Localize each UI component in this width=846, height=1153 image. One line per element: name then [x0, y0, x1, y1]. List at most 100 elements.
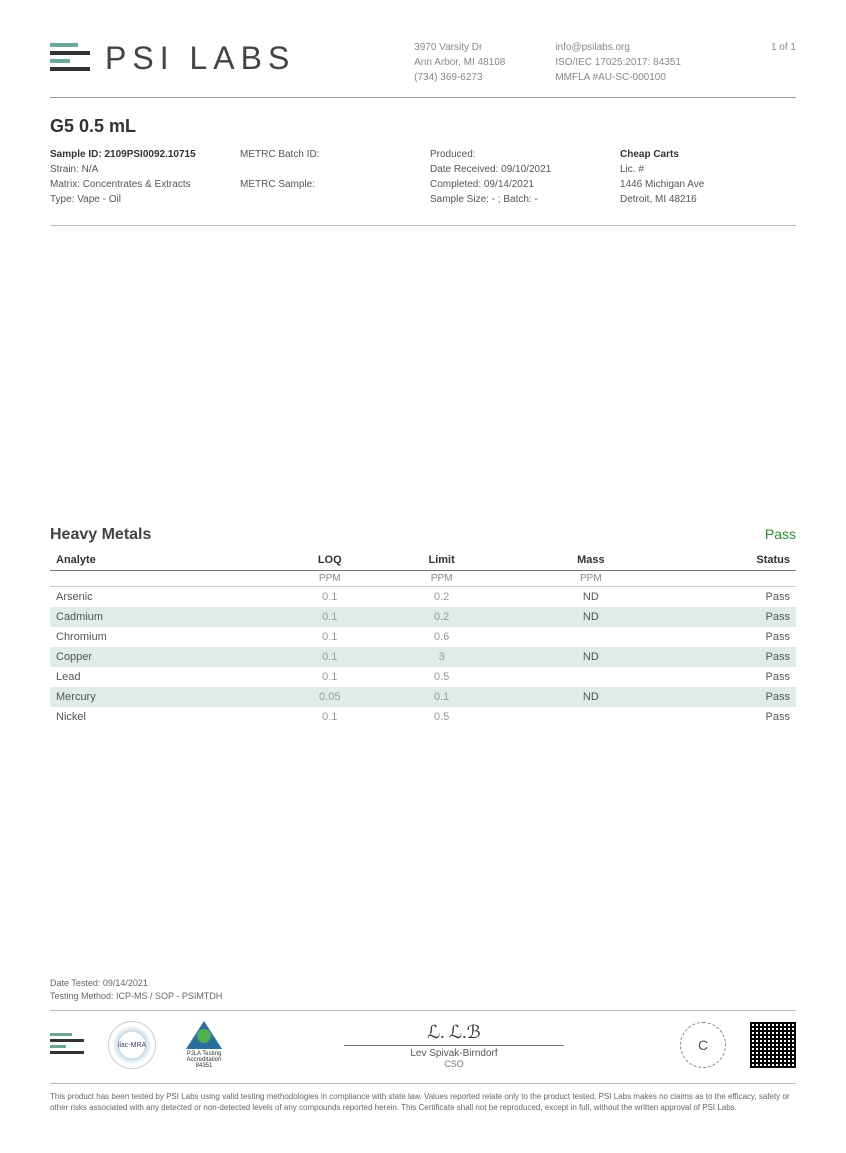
cell-loq: 0.1: [274, 587, 386, 608]
cell-status: Pass: [684, 607, 796, 627]
table-row: Cadmium0.10.2NDPass: [50, 607, 796, 627]
unit-loq: PPM: [274, 571, 386, 587]
cell-mass: [498, 667, 685, 687]
cell-analyte: Copper: [50, 647, 274, 667]
client-addr: 1446 Michigan Ave: [620, 177, 770, 192]
th-loq: LOQ: [274, 550, 386, 571]
table-row: Copper0.13NDPass: [50, 647, 796, 667]
disclaimer: This product has been tested by PSI Labs…: [50, 1092, 796, 1113]
cell-mass: ND: [498, 687, 685, 707]
cell-mass: ND: [498, 647, 685, 667]
matrix: Matrix: Concentrates & Extracts: [50, 177, 200, 192]
signature-icon: ℒ. ℒ.ℬ: [252, 1022, 656, 1043]
meta-col-1: Sample ID: 2109PSI0092.10715 Strain: N/A…: [50, 147, 200, 207]
th-status: Status: [684, 550, 796, 571]
contact-iso: ISO/IEC 17025:2017: 84351: [555, 55, 681, 70]
sample-id: Sample ID: 2109PSI0092.10715: [50, 147, 200, 162]
th-limit: Limit: [386, 550, 498, 571]
cell-mass: ND: [498, 607, 685, 627]
cell-limit: 0.6: [386, 627, 498, 647]
testing-method: Testing Method: ICP-MS / SOP - PSIMTDH: [50, 990, 796, 1003]
cell-limit: 0.2: [386, 587, 498, 608]
table-row: Nickel0.10.5 Pass: [50, 707, 796, 727]
cell-loq: 0.1: [274, 607, 386, 627]
signature-block: ℒ. ℒ.ℬ Lev Spivak-Birndorf CSO: [252, 1022, 656, 1069]
qr-code-icon: [750, 1022, 796, 1068]
addr-line1: 3970 Varsity Dr: [414, 40, 505, 55]
strain: Strain: N/A: [50, 162, 200, 177]
th-mass: Mass: [498, 550, 685, 571]
ilac-badge-icon: ilac-MRA: [108, 1021, 156, 1069]
table-row: Mercury0.050.1NDPass: [50, 687, 796, 707]
cell-analyte: Mercury: [50, 687, 274, 707]
table-row: Lead0.10.5 Pass: [50, 667, 796, 687]
addr-line3: (734) 369-6273: [414, 70, 505, 85]
logo-text: PSI LABS: [105, 40, 295, 77]
cell-loq: 0.05: [274, 687, 386, 707]
cell-analyte: Chromium: [50, 627, 274, 647]
pjla-badge-icon: PJLA Testing Accreditation 84351: [180, 1021, 228, 1069]
section-title: Heavy Metals: [50, 526, 151, 544]
addr-line2: Ann Arbor, MI 48108: [414, 55, 505, 70]
results-table: Analyte LOQ Limit Mass Status PPM PPM PP…: [50, 550, 796, 727]
cell-limit: 0.1: [386, 687, 498, 707]
table-body: Arsenic0.10.2NDPassCadmium0.10.2NDPassCh…: [50, 587, 796, 728]
cell-mass: [498, 707, 685, 727]
date-tested: Date Tested: 09/14/2021: [50, 977, 796, 990]
client-name: Cheap Carts: [620, 147, 770, 162]
meta-col-2: METRC Batch ID: METRC Sample:: [240, 147, 390, 207]
unit-mass: PPM: [498, 571, 685, 587]
meta-col-4: Cheap Carts Lic. # 1446 Michigan Ave Det…: [620, 147, 770, 207]
sig-role: CSO: [344, 1059, 564, 1069]
sample-size: Sample Size: - ; Batch: -: [430, 192, 580, 207]
cell-limit: 3: [386, 647, 498, 667]
cell-limit: 0.5: [386, 707, 498, 727]
cell-analyte: Cadmium: [50, 607, 274, 627]
cell-limit: 0.5: [386, 667, 498, 687]
cell-mass: [498, 627, 685, 647]
cell-analyte: Arsenic: [50, 587, 274, 608]
cell-loq: 0.1: [274, 707, 386, 727]
produced: Produced:: [430, 147, 580, 162]
address-column: 3970 Varsity Dr Ann Arbor, MI 48108 (734…: [414, 40, 505, 85]
cell-limit: 0.2: [386, 607, 498, 627]
contact-mmfla: MMFLA #AU-SC-000100: [555, 70, 681, 85]
cell-loq: 0.1: [274, 667, 386, 687]
table-row: Chromium0.10.6Pass: [50, 627, 796, 647]
cell-status: Pass: [684, 707, 796, 727]
footer-bar: ilac-MRA PJLA Testing Accreditation 8435…: [50, 1010, 796, 1084]
mini-logo-icon: [50, 1033, 84, 1057]
contact-column: info@psilabs.org ISO/IEC 17025:2017: 843…: [555, 40, 681, 85]
section-result: Pass: [765, 526, 796, 542]
client-city: Detroit, MI 48216: [620, 192, 770, 207]
logo-bars-icon: [50, 43, 90, 75]
cell-status: Pass: [684, 667, 796, 687]
contact-email: info@psilabs.org: [555, 40, 681, 55]
unit-limit: PPM: [386, 571, 498, 587]
cell-status: Pass: [684, 587, 796, 608]
cell-status: Pass: [684, 647, 796, 667]
header: PSI LABS 3970 Varsity Dr Ann Arbor, MI 4…: [50, 40, 796, 98]
completed: Completed: 09/14/2021: [430, 177, 580, 192]
page-number: 1 of 1: [771, 40, 796, 85]
th-analyte: Analyte: [50, 550, 274, 571]
metrc-sample: METRC Sample:: [240, 177, 390, 192]
cell-loq: 0.1: [274, 647, 386, 667]
cell-analyte: Nickel: [50, 707, 274, 727]
cell-analyte: Lead: [50, 667, 274, 687]
section-header: Heavy Metals Pass: [50, 526, 796, 544]
cell-status: Pass: [684, 687, 796, 707]
sample-title: G5 0.5 mL: [50, 116, 796, 137]
header-info: 3970 Varsity Dr Ann Arbor, MI 48108 (734…: [414, 40, 796, 85]
received: Date Received: 09/10/2021: [430, 162, 580, 177]
metrc-batch: METRC Batch ID:: [240, 147, 390, 162]
meta-block: Sample ID: 2109PSI0092.10715 Strain: N/A…: [50, 147, 796, 226]
client-lic: Lic. #: [620, 162, 770, 177]
pjla-text: PJLA Testing Accreditation 84351: [180, 1051, 228, 1069]
cell-loq: 0.1: [274, 627, 386, 647]
type: Type: Vape - Oil: [50, 192, 200, 207]
sig-name: Lev Spivak-Birndorf: [344, 1048, 564, 1059]
table-row: Arsenic0.10.2NDPass: [50, 587, 796, 608]
logo: PSI LABS: [50, 40, 295, 77]
cell-mass: ND: [498, 587, 685, 608]
